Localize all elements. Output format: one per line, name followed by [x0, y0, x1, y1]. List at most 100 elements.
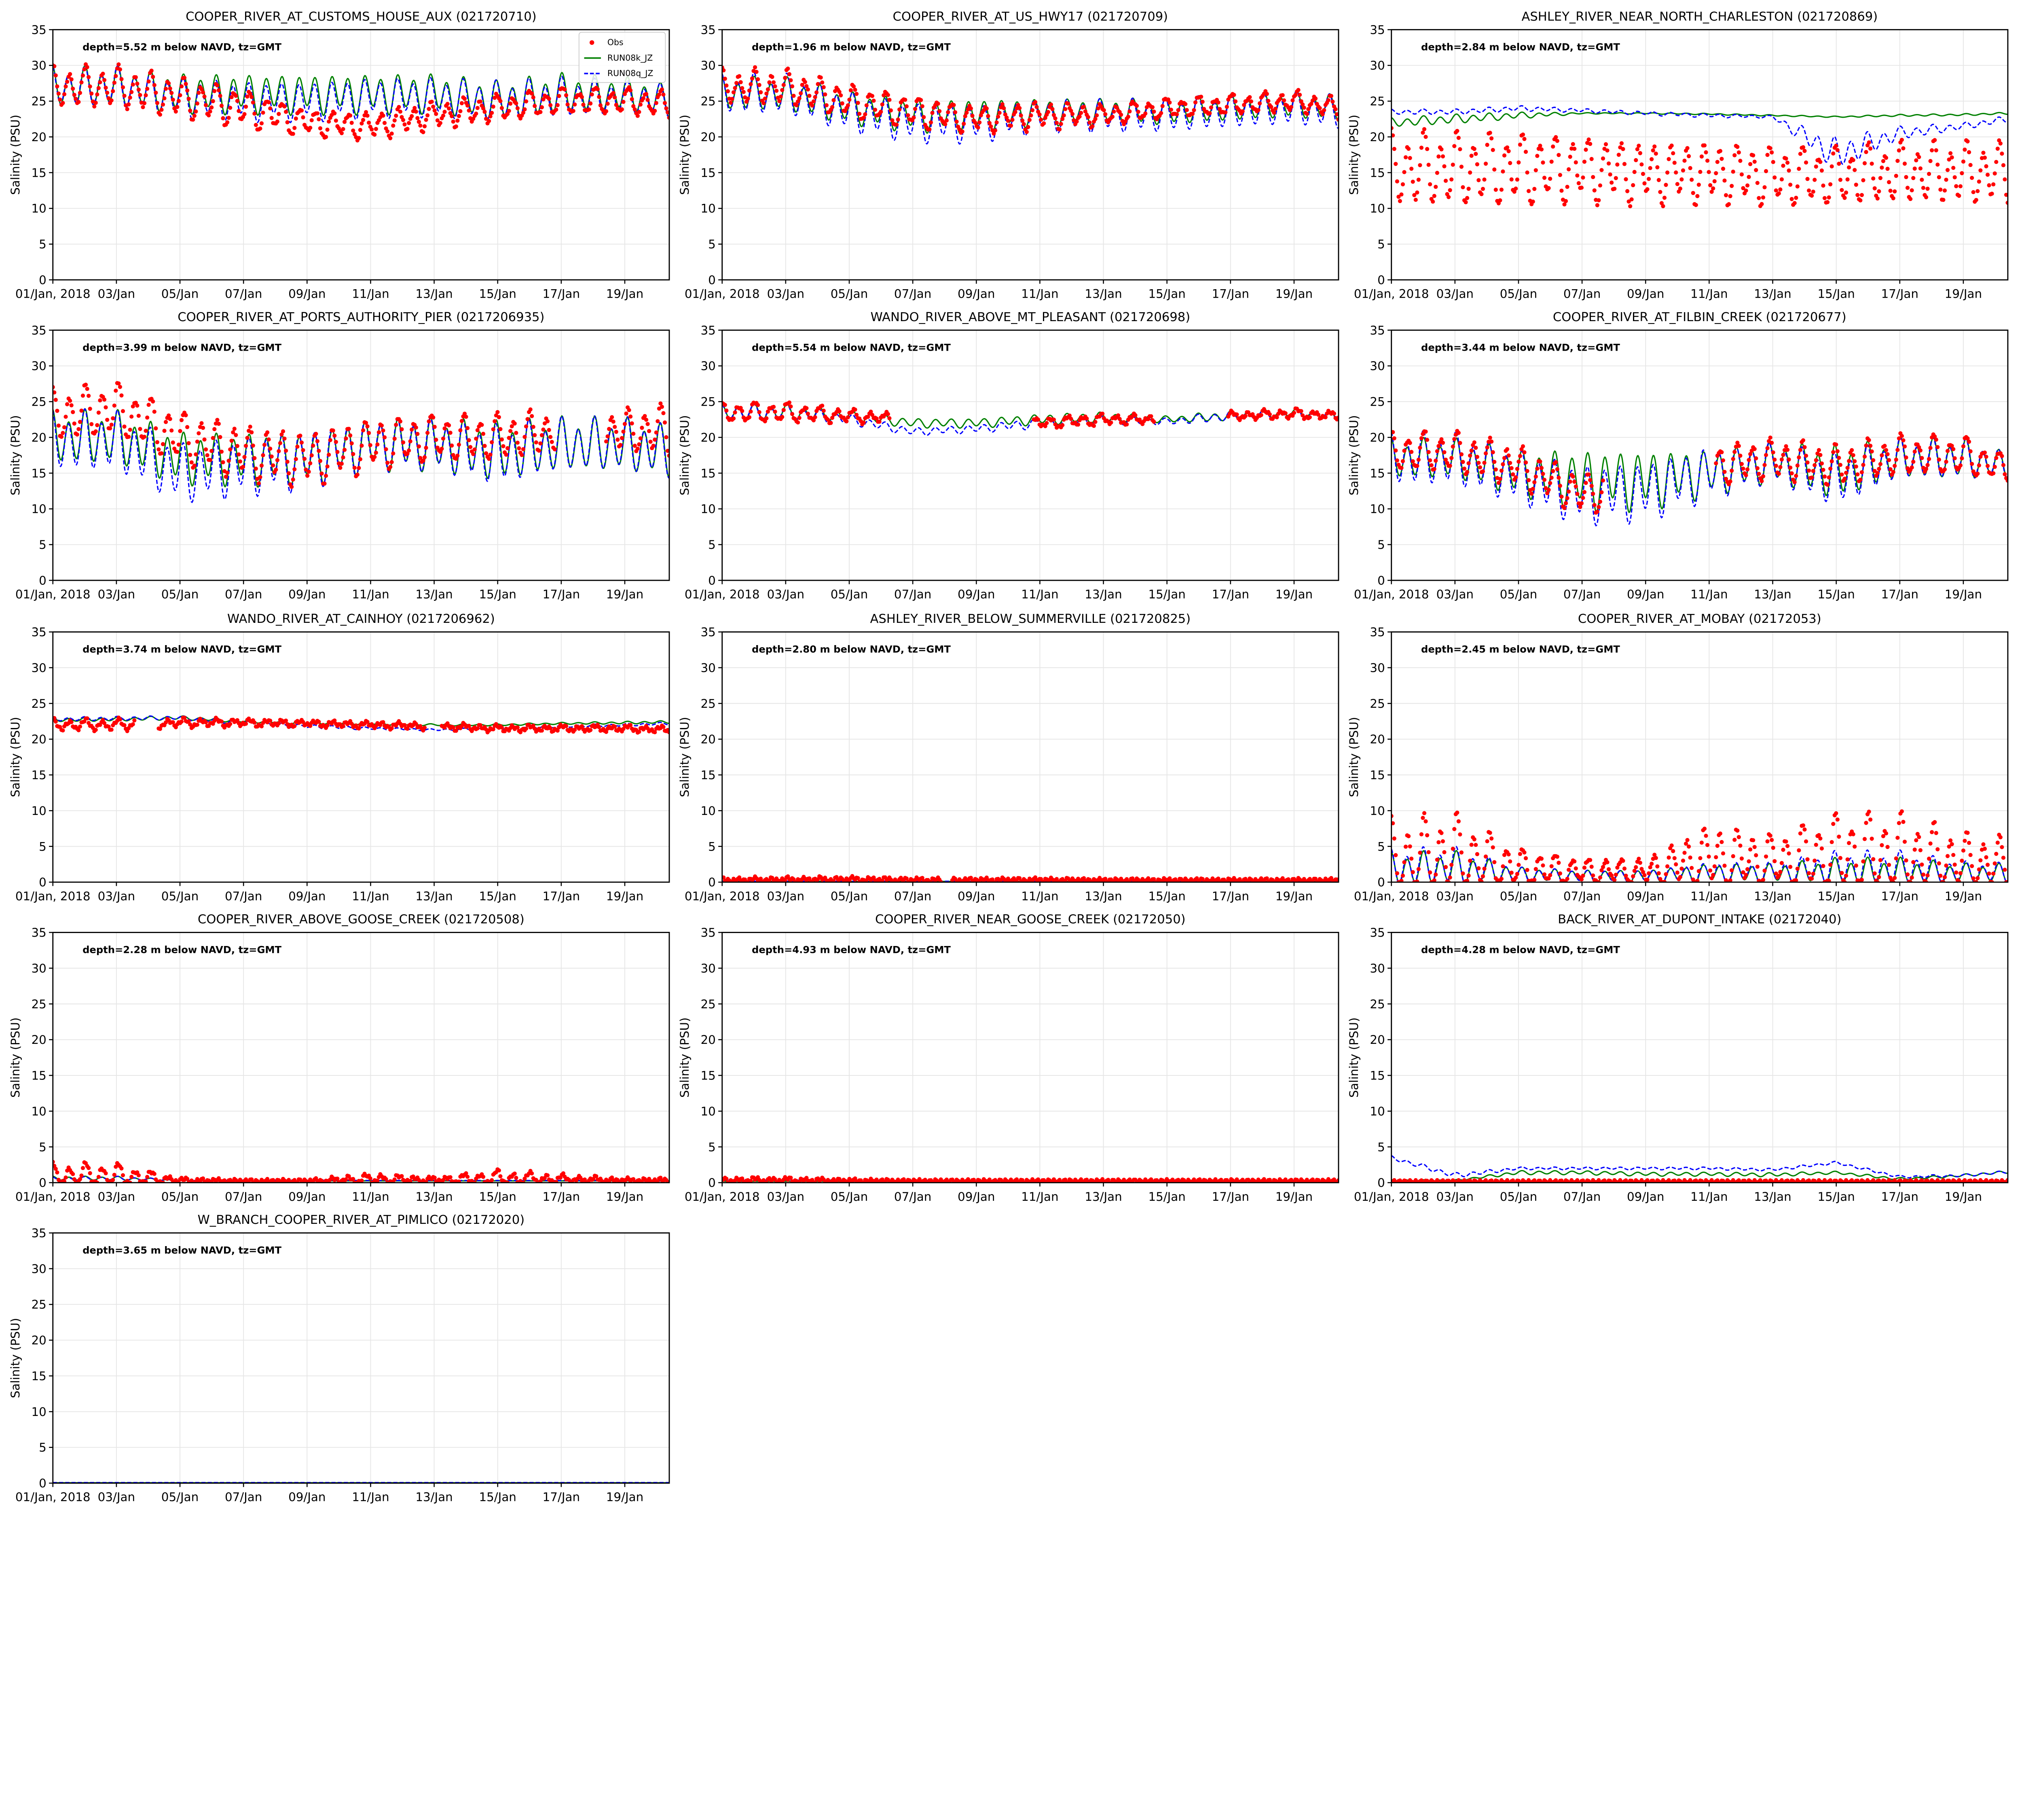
obs-point	[1739, 172, 1744, 177]
obs-point	[1778, 870, 1783, 874]
x-tick-label: 13/Jan	[415, 889, 453, 903]
obs-point	[1150, 105, 1155, 110]
x-tick-label: 19/Jan	[606, 287, 643, 301]
obs-point	[365, 113, 370, 118]
obs-point	[1174, 112, 1179, 116]
obs-point	[1771, 846, 1775, 850]
obs-point	[1917, 155, 1921, 159]
obs-point	[1488, 436, 1492, 440]
obs-point	[847, 97, 852, 102]
y-tick-label: 25	[31, 395, 46, 409]
axes-frame	[52, 29, 670, 281]
obs-point	[1050, 107, 1055, 111]
y-tick-label: 0	[39, 574, 47, 587]
obs-point	[1694, 203, 1698, 207]
chart-panel: COOPER_RIVER_AT_US_HWY17 (021720709)dept…	[678, 10, 1339, 301]
obs-point	[1715, 844, 1720, 848]
obs-point	[1134, 104, 1139, 108]
obs-point	[1408, 441, 1412, 445]
obs-point	[1828, 862, 1833, 867]
obs-point	[621, 430, 626, 434]
obs-point	[1571, 142, 1575, 146]
obs-point	[435, 118, 440, 123]
run08k-line	[1391, 850, 2008, 882]
obs-point	[334, 119, 338, 123]
obs-point	[1452, 144, 1457, 148]
obs-point	[1632, 869, 1637, 873]
obs-point	[1626, 199, 1631, 204]
obs-point	[1921, 872, 1926, 877]
obs-point	[521, 447, 526, 451]
obs-point	[152, 83, 157, 87]
obs-point	[1266, 99, 1271, 103]
x-tick-label: 03/Jan	[98, 889, 135, 903]
obs-point	[1795, 184, 1800, 189]
obs-point	[790, 84, 795, 89]
obs-point	[541, 427, 546, 432]
obs-point	[1806, 188, 1811, 193]
obs-point	[1927, 457, 1931, 461]
obs-point	[467, 724, 471, 728]
obs-point	[1696, 869, 1701, 873]
obs-point	[1901, 438, 1906, 442]
obs-point	[1772, 175, 1777, 180]
y-tick-label: 25	[1370, 395, 1385, 409]
obs-point	[1531, 487, 1535, 491]
obs-point	[2003, 472, 2007, 476]
obs-point	[1567, 868, 1571, 872]
obs-point	[1395, 458, 1399, 463]
obs-point	[349, 722, 354, 726]
obs-point	[491, 727, 495, 732]
obs-point	[179, 418, 184, 422]
obs-point	[79, 408, 84, 413]
obs-point	[1512, 189, 1516, 194]
obs-point	[92, 104, 97, 109]
obs-point	[903, 97, 907, 102]
obs-point	[1456, 135, 1461, 140]
obs-point	[1608, 172, 1612, 177]
obs-point	[1731, 169, 1735, 174]
obs-point	[1419, 436, 1424, 440]
obs-point	[744, 99, 749, 104]
obs-point	[367, 431, 371, 435]
obs-point	[1568, 154, 1572, 159]
obs-point	[1522, 850, 1527, 855]
obs-point	[188, 722, 192, 727]
y-tick-label: 15	[700, 768, 715, 782]
obs-point	[252, 111, 257, 116]
obs-point	[1597, 198, 1601, 203]
obs-point	[1830, 459, 1834, 463]
obs-point	[1817, 833, 1821, 837]
obs-point	[282, 436, 287, 441]
obs-point	[1789, 197, 1794, 201]
obs-point	[451, 119, 455, 124]
obs-point	[1474, 446, 1478, 450]
obs-point	[1768, 834, 1772, 838]
obs-point	[1400, 182, 1405, 186]
x-tick-label: 09/Jan	[958, 889, 995, 903]
obs-point	[869, 409, 873, 414]
obs-point	[1982, 847, 1987, 851]
obs-point	[1872, 871, 1877, 876]
obs-point	[471, 452, 476, 456]
obs-point	[498, 427, 503, 432]
obs-point	[610, 415, 614, 419]
obs-point	[102, 78, 107, 82]
obs-point	[248, 91, 252, 96]
obs-point	[457, 114, 461, 118]
obs-point	[277, 449, 281, 453]
obs-point	[454, 728, 458, 733]
obs-point	[734, 81, 739, 85]
obs-point	[1870, 449, 1874, 454]
obs-point	[118, 717, 123, 722]
obs-point	[1801, 823, 1806, 827]
obs-point	[880, 878, 884, 882]
obs-point	[102, 721, 107, 725]
y-tick-label: 10	[700, 502, 715, 516]
obs-point	[1439, 147, 1444, 152]
obs-point	[292, 467, 297, 472]
obs-point	[111, 89, 115, 93]
obs-point	[1574, 866, 1578, 871]
obs-point	[262, 442, 267, 447]
obs-point	[628, 414, 633, 419]
